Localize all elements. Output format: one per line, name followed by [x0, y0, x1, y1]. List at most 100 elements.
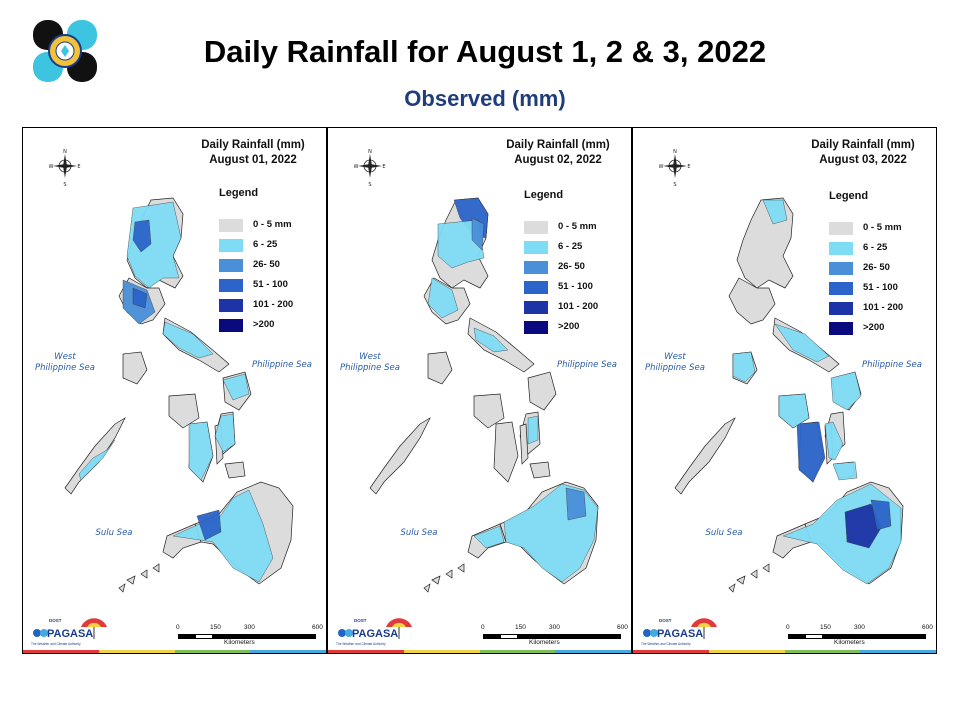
legend-item: 26- 50: [219, 259, 319, 273]
rainfall-area: [126, 201, 182, 289]
sulu-sea-label: Sulu Sea: [400, 528, 438, 538]
legend-label: 51 - 100: [863, 282, 898, 293]
legend-item: 101 - 200: [219, 299, 319, 313]
rainfall-area: [427, 277, 459, 319]
rainfall-area: [778, 393, 810, 429]
legend-item: 51 - 100: [829, 282, 929, 296]
scale-tick-label: 600: [312, 624, 323, 631]
sulu-sea-label: Sulu Sea: [705, 528, 743, 538]
legend-swatch: [829, 262, 853, 275]
legend-swatch: [524, 281, 548, 294]
legend-label: 101 - 200: [558, 301, 599, 312]
scale-segment: [551, 634, 621, 639]
legend-swatch: [829, 322, 853, 335]
scale-tick-label: 150: [515, 624, 526, 631]
philippines-map: [674, 197, 904, 593]
scale-bar: 0 150 300 600 Kilometers: [786, 624, 933, 646]
legend-swatch: [219, 279, 243, 292]
island-sulu-chain: [118, 563, 160, 593]
philippines-map: [64, 197, 294, 593]
west-sea-label: West Philippine Sea: [645, 352, 705, 373]
west-sea-label: West Philippine Sea: [340, 352, 400, 373]
island-bohol: [224, 461, 246, 479]
svg-text:S: S: [63, 182, 66, 188]
rainfall-area: [132, 219, 152, 253]
stripe-segment: [403, 650, 480, 653]
island-bohol: [529, 461, 551, 479]
legend-swatch: [524, 301, 548, 314]
rainfall-area: [830, 371, 862, 411]
rainfall-area: [473, 525, 505, 549]
legend-swatch: [219, 319, 243, 332]
compass-rose-icon: N S E W: [659, 149, 691, 188]
legend-swatch: [524, 261, 548, 274]
page-title: Daily Rainfall for August 1, 2 & 3, 2022: [203, 34, 767, 69]
rainfall-map-panel-2: N S E W Daily Rainfall (mm) August 02, 2022 Le…: [327, 127, 632, 654]
scale-unit-label: Kilometers: [834, 639, 865, 646]
legend-label: 0 - 5 mm: [253, 219, 292, 230]
panel-title: Daily Rainfall (mm) August 02, 2022: [488, 138, 628, 168]
scale-tick-label: 300: [244, 624, 255, 631]
legend-label: 0 - 5 mm: [863, 222, 902, 233]
svg-text:E: E: [77, 164, 80, 170]
legend-swatch: [524, 221, 548, 234]
rainfall-area: [78, 439, 116, 481]
svg-text:DOST: DOST: [659, 618, 672, 623]
scale-bar: 0 150 300 600 Kilometers: [176, 624, 323, 646]
rainfall-area: [473, 327, 509, 353]
legend-label: 6 - 25: [253, 239, 278, 250]
scale-tick-label: 0: [481, 624, 485, 631]
pagasa-brand-logo: DOST PAGASA The Weather and Climate Author…: [336, 618, 412, 646]
island-sulu-chain: [423, 563, 465, 593]
island-luzon-central: [728, 277, 776, 325]
stripe-segment: [860, 650, 936, 653]
legend-label: 51 - 100: [253, 279, 288, 290]
svg-text:W: W: [354, 164, 359, 170]
legend-label: 6 - 25: [558, 241, 583, 252]
svg-text:E: E: [382, 164, 385, 170]
west-sea-label: West Philippine Sea: [35, 352, 95, 373]
east-sea-label: Philippine Sea: [252, 360, 312, 370]
legend-item: 101 - 200: [829, 302, 929, 316]
svg-text:N: N: [368, 149, 372, 155]
legend-heading: Legend: [524, 189, 564, 201]
legend-label: 26- 50: [253, 259, 280, 270]
svg-text:The Weather and Climate Author: The Weather and Climate Authority: [31, 642, 81, 646]
page-subtitle: Observed (mm): [404, 86, 566, 111]
svg-text:DOST: DOST: [354, 618, 367, 623]
panel-date: August 02, 2022: [514, 154, 602, 166]
island-samar: [527, 371, 557, 411]
legend-heading: Legend: [219, 187, 259, 199]
legend-item: 0 - 5 mm: [219, 219, 319, 233]
legend-item: 0 - 5 mm: [829, 222, 929, 236]
legend-swatch: [219, 259, 243, 272]
rainfall-area: [870, 499, 892, 531]
svg-text:PAGASA: PAGASA: [352, 628, 398, 640]
legend-label: >200: [253, 319, 275, 330]
legend-item: >200: [829, 322, 929, 336]
rainfall-area: [188, 421, 214, 481]
stripe-segment: [250, 650, 326, 653]
stripe-segment: [633, 650, 709, 653]
svg-text:S: S: [368, 182, 371, 188]
brand-color-stripe: [633, 650, 936, 653]
scale-segment: [856, 634, 926, 639]
panel-title-line1: Daily Rainfall (mm): [506, 139, 610, 151]
rainfall-area: [471, 217, 485, 251]
island-panay: [473, 393, 505, 429]
rainfall-area: [222, 373, 250, 401]
scale-bar: 0 150 300 600 Kilometers: [481, 624, 628, 646]
legend-swatch: [219, 239, 243, 252]
legend-item: 6 - 25: [524, 241, 624, 255]
legend-swatch: [219, 219, 243, 232]
scale-tick-label: 600: [617, 624, 628, 631]
scale-tick-label: 600: [922, 624, 933, 631]
island-palawan: [674, 417, 736, 495]
rainfall-area: [565, 487, 587, 521]
legend-label: >200: [863, 322, 885, 333]
rainfall-area: [214, 413, 236, 453]
scale-tick-label: 300: [854, 624, 865, 631]
legend-item: >200: [524, 321, 624, 335]
svg-text:PAGASA: PAGASA: [657, 628, 703, 640]
panel-date: August 03, 2022: [819, 154, 907, 166]
